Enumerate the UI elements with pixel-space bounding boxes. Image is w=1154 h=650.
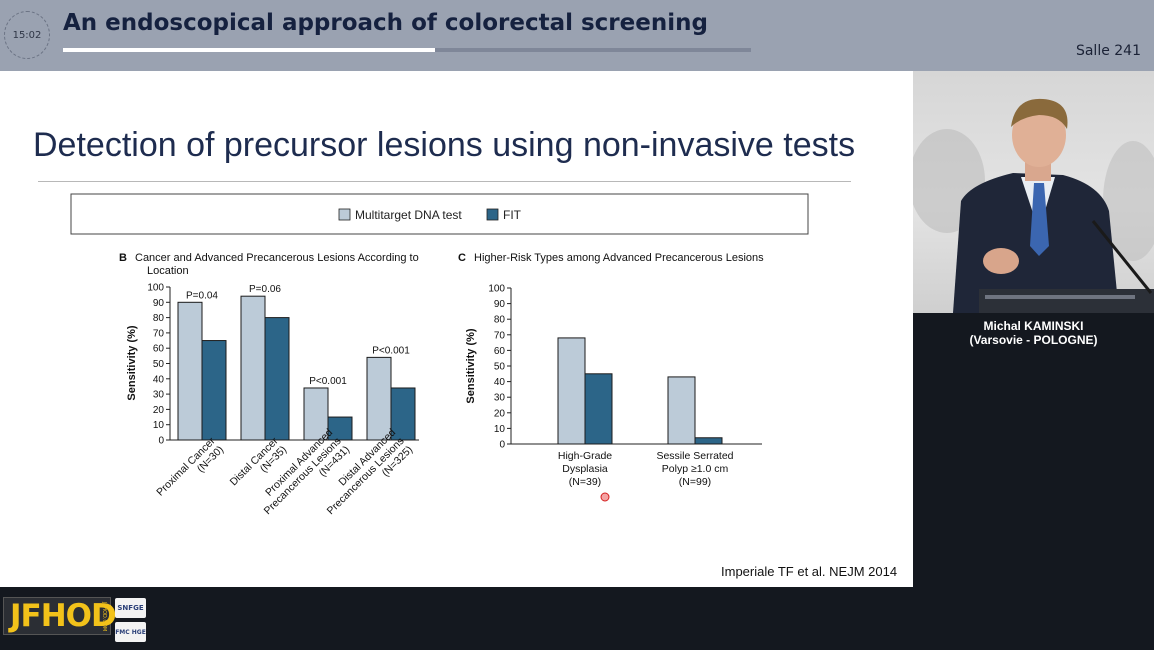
panel-b-chart: 0 10 20 30 40 50 60 70 80 90 100 P=0.04 Proximal Can… xyxy=(147,283,419,517)
title-divider xyxy=(38,181,851,182)
citation: Imperiale TF et al. NEJM 2014 xyxy=(721,564,898,579)
panel-c-chart: 0 10 20 30 40 50 60 70 80 90 100 High-GradeDysplasi… xyxy=(488,284,762,488)
panel-b-bar-fit xyxy=(201,340,227,441)
panel-c-y-tick-label: 100 xyxy=(488,284,505,295)
panel-c-category-label: (N=99) xyxy=(679,476,711,488)
panel-b-title: Cancer and Advanced Precancerous Lesions… xyxy=(135,252,419,277)
panel-b-p-value: P<0.001 xyxy=(309,376,347,387)
panel-b-p-value: P=0.06 xyxy=(249,284,281,295)
speaker-video xyxy=(913,71,1154,313)
panel-b-y-tick-label: 50 xyxy=(153,359,165,370)
panel-c-category-label: Dysplasia xyxy=(562,463,608,475)
logo-subtext: JFHOD.COM xyxy=(101,602,107,632)
room-label: Salle 241 xyxy=(1075,43,1141,59)
panel-c-category-label: (N=39) xyxy=(569,476,601,488)
panel-c-category-label: High-Grade xyxy=(558,450,612,462)
footer-bar: JFHOD JFHOD.COM SNFGE FMC HGE xyxy=(0,587,1154,650)
panel-b-letter: B xyxy=(119,252,127,264)
legend-swatch-fit xyxy=(486,208,499,221)
panel-b-y-tick-label: 60 xyxy=(153,344,165,355)
panel-c-bar-dna xyxy=(557,337,586,445)
legend-box xyxy=(70,193,809,235)
panel-b-bar-fit xyxy=(390,387,416,441)
progress-bar-fill xyxy=(63,48,435,52)
jfhod-logo: JFHOD JFHOD.COM xyxy=(3,597,117,635)
speaker-affiliation: (Varsovie - POLOGNE) xyxy=(969,333,1098,347)
panel-b-p-value: P=0.04 xyxy=(186,290,218,301)
panel-b-y-tick-label: 40 xyxy=(153,374,165,385)
panel-b-y-tick-label: 80 xyxy=(153,313,165,324)
panel-c-bar-fit xyxy=(694,437,723,445)
legend-swatch-dna xyxy=(338,208,351,221)
chart-figure: Multitarget DNA test FIT B Cancer and Ad… xyxy=(70,193,809,517)
panel-b-y-tick-label: 90 xyxy=(153,298,165,309)
snfge-logo: SNFGE xyxy=(115,598,146,618)
session-clock: 15:02 xyxy=(4,11,50,59)
speaker-caption: Michal KAMINSKI (Varsovie - POLOGNE) xyxy=(913,313,1154,587)
panel-c-y-tick-label: 90 xyxy=(494,299,506,310)
panel-b-y-tick-label: 0 xyxy=(158,436,164,447)
panel-b-y-tick-label: 30 xyxy=(153,390,165,401)
panel-c-title: Higher-Risk Types among Advanced Precanc… xyxy=(474,252,764,264)
panel-c-bar-dna xyxy=(667,376,696,445)
speaker-silhouette xyxy=(913,98,1154,313)
talk-title: An endoscopical approach of colorectal s… xyxy=(63,10,708,36)
panel-b-bar-fit xyxy=(327,416,353,441)
panel-c-y-tick-label: 10 xyxy=(494,424,506,435)
panel-c-category-label: Sessile Serrated xyxy=(656,450,733,462)
panel-b-ylabel: Sensitivity (%) xyxy=(126,325,138,401)
panel-b-y-tick-label: 20 xyxy=(153,405,165,416)
panel-b-bar-dna xyxy=(366,356,392,441)
panel-b-title-line: Location xyxy=(147,265,189,277)
panel-b-bar-dna xyxy=(240,295,266,441)
panel-b-y-tick-label: 10 xyxy=(153,420,165,431)
panel-c-y-tick-label: 60 xyxy=(494,346,506,357)
panel-c-y-tick-label: 50 xyxy=(494,362,506,373)
panel-b-y-tick-label: 100 xyxy=(147,283,164,294)
panel-c-y-tick-label: 70 xyxy=(494,330,506,341)
session-header: 15:02 An endoscopical approach of colore… xyxy=(0,0,1154,71)
panel-c-y-tick-label: 20 xyxy=(494,408,506,419)
speaker-name: Michal KAMINSKI xyxy=(983,319,1084,333)
panel-c-category-label: Polyp ≥1.0 cm xyxy=(662,463,729,475)
panel-c-y-tick-label: 30 xyxy=(494,393,506,404)
panel-b-y-tick-label: 70 xyxy=(153,328,165,339)
panel-b-category-label: Proximal Cancer(N=30) xyxy=(154,435,226,507)
slide-title: Detection of precursor lesions using non… xyxy=(33,126,856,164)
legend-label-dna: Multitarget DNA test xyxy=(355,208,462,222)
slide: Detection of precursor lesions using non… xyxy=(0,71,913,587)
panel-c-y-tick-label: 40 xyxy=(494,377,506,388)
panel-b-bar-dna xyxy=(177,301,203,441)
panel-c-letter: C xyxy=(458,252,466,264)
legend-label-fit: FIT xyxy=(503,208,522,222)
panel-b-bar-fit xyxy=(264,317,290,441)
panel-c-bar-fit xyxy=(584,373,613,445)
fmc-hge-logo: FMC HGE xyxy=(115,622,146,642)
progress-bar xyxy=(63,48,751,52)
panel-b-title-line: Cancer and Advanced Precancerous Lesions… xyxy=(135,252,419,264)
panel-b-p-value: P<0.001 xyxy=(372,345,410,356)
panel-b-bar-dna xyxy=(303,387,329,441)
laser-pointer xyxy=(600,492,610,502)
panel-c-ylabel: Sensitivity (%) xyxy=(465,328,477,404)
panel-c-y-tick-label: 0 xyxy=(499,440,505,451)
panel-c-y-tick-label: 80 xyxy=(494,315,506,326)
logo-text: JFHOD xyxy=(10,598,117,634)
